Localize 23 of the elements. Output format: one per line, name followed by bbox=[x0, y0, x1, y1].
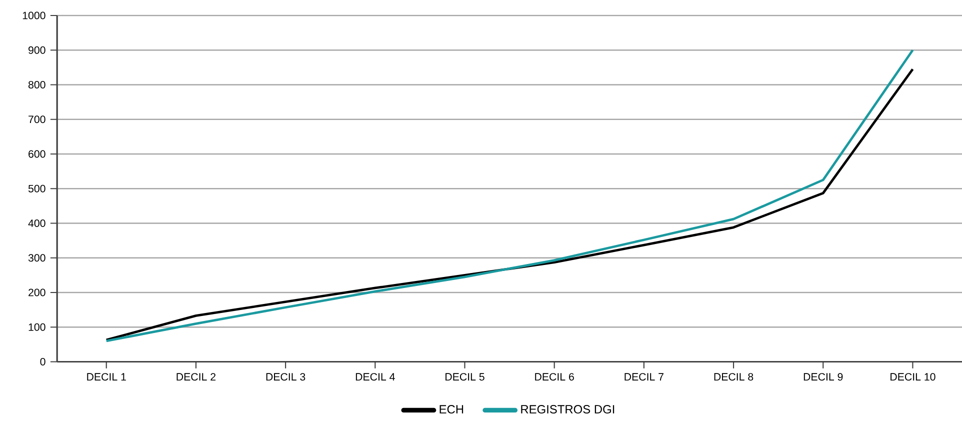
y-tick-label: 900 bbox=[28, 46, 46, 54]
x-tick-label: DECIL 6 bbox=[535, 373, 574, 381]
x-tick-label: DECIL 1 bbox=[87, 373, 126, 381]
x-tick-label: DECIL 2 bbox=[176, 373, 216, 381]
y-tick-label: 400 bbox=[28, 220, 46, 228]
y-tick-label: 1000 bbox=[22, 12, 46, 20]
x-tick-label: DECIL 8 bbox=[714, 373, 754, 381]
y-tick-label: 300 bbox=[28, 254, 46, 262]
x-tick-label: DECIL 7 bbox=[624, 373, 664, 381]
y-tick-label: 0 bbox=[40, 358, 46, 366]
y-tick-label: 600 bbox=[28, 150, 46, 158]
x-tick-label: DECIL 10 bbox=[890, 373, 936, 381]
x-tick-label: DECIL 4 bbox=[356, 373, 395, 381]
legend-label: ECH bbox=[440, 405, 464, 414]
x-tick-label: DECIL 9 bbox=[804, 373, 843, 381]
y-tick-label: 700 bbox=[28, 116, 46, 124]
x-tick-label: DECIL 5 bbox=[446, 373, 484, 381]
y-tick-label: 100 bbox=[28, 323, 46, 331]
y-tick-label: 200 bbox=[28, 288, 46, 296]
legend-label: REGISTROS DGI bbox=[521, 405, 614, 414]
x-tick-label: DECIL 3 bbox=[266, 373, 306, 381]
y-tick-label: 500 bbox=[28, 184, 46, 192]
y-tick-label: 800 bbox=[28, 81, 46, 89]
